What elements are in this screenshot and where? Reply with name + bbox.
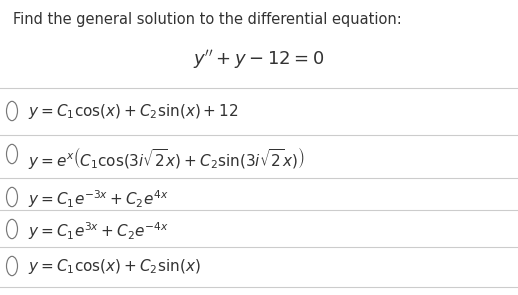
- Text: $y = C_1 \cos(x) + C_2 \sin(x)$: $y = C_1 \cos(x) + C_2 \sin(x)$: [28, 257, 200, 276]
- Text: $y'' + y - 12 = 0$: $y'' + y - 12 = 0$: [193, 48, 325, 71]
- Text: $y = C_1 e^{3x} + C_2 e^{-4x}$: $y = C_1 e^{3x} + C_2 e^{-4x}$: [28, 220, 168, 242]
- Text: $y = C_1 e^{-3x} + C_2 e^{4x}$: $y = C_1 e^{-3x} + C_2 e^{4x}$: [28, 188, 168, 210]
- Text: Find the general solution to the differential equation:: Find the general solution to the differe…: [13, 12, 402, 27]
- Text: $y = C_1 \cos(x) + C_2 \sin(x) + 12$: $y = C_1 \cos(x) + C_2 \sin(x) + 12$: [28, 102, 238, 121]
- Text: $y = e^{x} \left( C_1 \cos(3i\sqrt{2}x) + C_2 \sin(3i\sqrt{2}x) \right)$: $y = e^{x} \left( C_1 \cos(3i\sqrt{2}x) …: [28, 145, 304, 171]
